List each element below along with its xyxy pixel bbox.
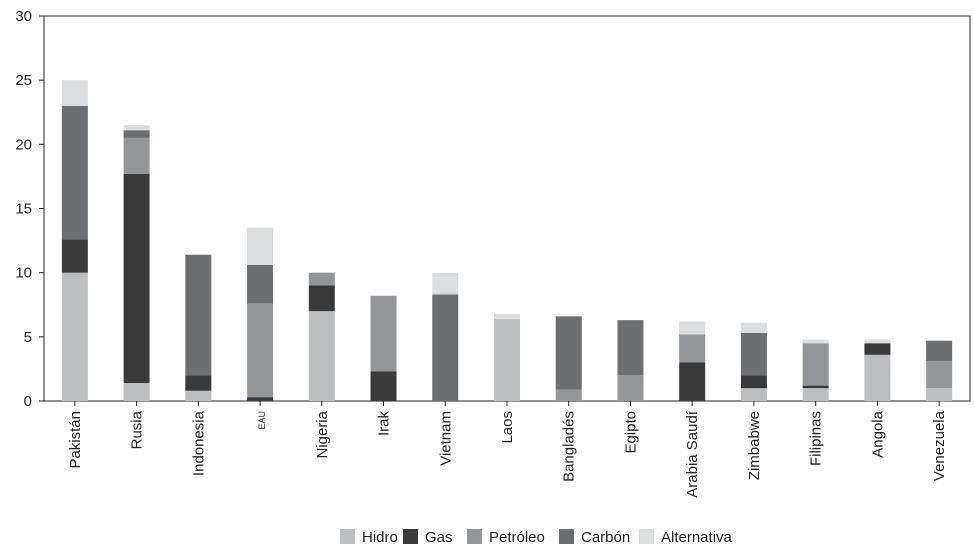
bar-segment-carbón: [185, 254, 212, 376]
y-tick-label: 0: [24, 393, 32, 410]
bar-segment-petróleo: [926, 361, 953, 389]
bar-segment-alternativa: [740, 322, 767, 333]
bar-segment-gas: [61, 239, 88, 273]
bars: [61, 80, 953, 401]
bar-segment-petróleo: [247, 303, 274, 398]
x-category-label: Vietnam: [437, 411, 454, 466]
bar-segment-alternativa: [864, 339, 891, 344]
x-category-label: Zimbabwe: [746, 411, 763, 480]
bar-segment-hidro: [740, 388, 767, 401]
x-category-label: Irak: [376, 411, 393, 437]
bar-segment-carbón: [247, 264, 274, 304]
legend-label: Gas: [425, 529, 453, 546]
bar-segment-alternativa: [123, 125, 150, 131]
y-tick-label: 5: [24, 329, 32, 346]
bar-segment-carbón: [123, 130, 150, 138]
bar-segment-hidro: [61, 272, 88, 401]
bar-segment-gas: [370, 371, 397, 401]
bar-segment-hidro: [802, 388, 829, 401]
bar-segment-alternativa: [432, 272, 459, 295]
legend-swatch-gas: [403, 529, 418, 544]
legend-label: Carbón: [581, 529, 630, 546]
bar-segment-hidro: [864, 354, 891, 401]
bar-segment-gas: [864, 343, 891, 355]
bar-segment-hidro: [926, 388, 953, 401]
x-category-label: Rusia: [129, 410, 146, 449]
bar-segment-hidro: [185, 390, 212, 401]
bar-segment-petróleo: [679, 334, 706, 363]
bar-segment-gas: [740, 375, 767, 389]
bar-segment-alternativa: [802, 339, 829, 344]
bar-segment-carbón: [555, 316, 582, 390]
x-category-label: Laos: [499, 411, 516, 444]
bar-segment-gas: [247, 397, 274, 401]
x-category-label: Pakistán: [67, 411, 84, 469]
x-category-label: EAU: [257, 411, 267, 430]
bar-segment-petróleo: [555, 389, 582, 401]
bar-segment-alternativa: [247, 227, 274, 265]
bar-segment-carbón: [432, 294, 459, 401]
legend-label: Petróleo: [489, 529, 545, 546]
x-axis: Pakistán Rusia Indonesia EAU Nigeria Irak Viet…: [67, 401, 948, 498]
y-tick-label: 15: [15, 201, 32, 218]
bar-segment-hidro: [308, 311, 335, 401]
y-tick-label: 10: [15, 265, 32, 282]
x-category-label: Indonesia: [190, 410, 207, 476]
bar-segment-carbón: [617, 320, 644, 376]
bar-segment-petróleo: [370, 295, 397, 372]
bar-segment-hidro: [494, 318, 520, 401]
x-category-label: Arabia Saudí: [684, 410, 701, 498]
legend-swatch-hidro: [340, 529, 355, 544]
bar-segment-petróleo: [308, 272, 335, 286]
bar-segment-gas: [308, 285, 335, 312]
x-category-label: Egipto: [622, 411, 639, 454]
bar-segment-carbón: [740, 332, 767, 376]
bar-segment-hidro: [123, 383, 150, 401]
legend-swatch-petróleo: [467, 529, 482, 544]
bar-segment-petróleo: [617, 375, 644, 401]
legend-swatch-carbón: [559, 529, 574, 544]
bar-segment-gas: [185, 375, 212, 391]
bar-segment-alternativa: [494, 313, 520, 319]
bar-segment-alternativa: [61, 80, 88, 106]
x-category-label: Nigeria: [314, 410, 331, 458]
legend-label: Alternativa: [661, 529, 733, 546]
y-tick-label: 20: [15, 136, 32, 153]
bar-segment-petróleo: [802, 343, 829, 386]
x-category-label: Filipinas: [808, 411, 825, 466]
x-category-label: Bangladés: [561, 411, 578, 482]
bar-segment-gas: [802, 385, 829, 389]
bar-segment-alternativa: [679, 321, 706, 335]
legend-swatch-alternativa: [639, 529, 654, 544]
y-axis: 0 5 10 15 20 25 30: [15, 8, 44, 410]
bar-segment-petróleo: [123, 137, 150, 174]
legend-label: Hidro: [362, 529, 398, 546]
bar-segment-gas: [679, 362, 706, 401]
bar-segment-carbón: [926, 340, 953, 362]
x-category-label: Angola: [869, 410, 886, 457]
bar-segment-gas: [123, 173, 150, 384]
y-tick-label: 30: [15, 8, 32, 25]
x-category-label: Venezuela: [931, 410, 948, 481]
legend: Hidro Gas Petróleo Carbón Alternativa: [340, 529, 733, 546]
y-tick-label: 25: [15, 72, 32, 89]
bar-segment-carbón: [61, 105, 88, 240]
